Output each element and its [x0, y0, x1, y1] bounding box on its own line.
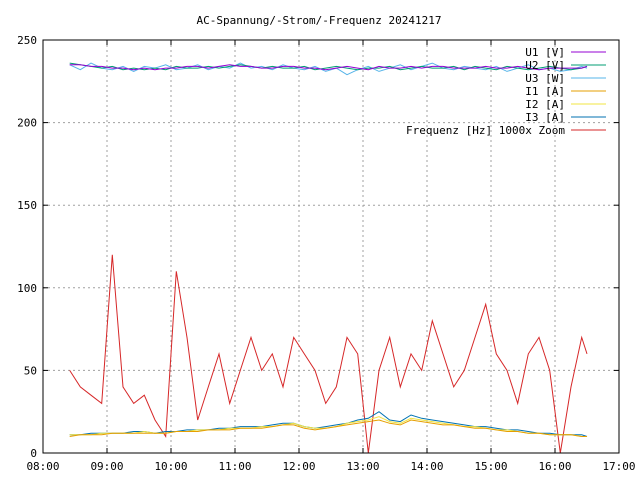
legend-label: U2 [V]	[525, 59, 565, 72]
x-tick-label: 13:00	[346, 460, 379, 473]
legend-label: Frequenz [Hz] 1000x Zoom	[406, 124, 565, 137]
chart-title: AC-Spannung/-Strom/-Frequenz 20241217	[196, 14, 441, 27]
y-tick-label: 100	[17, 282, 37, 295]
series-line-u1-v	[69, 64, 588, 71]
y-tick-label: 200	[17, 117, 37, 130]
grid	[43, 40, 619, 453]
x-tick-label: 17:00	[602, 460, 635, 473]
plot-frame	[42, 39, 620, 454]
legend-label: I3 [A]	[525, 111, 565, 124]
y-tick-label: 250	[17, 34, 37, 47]
legend-label: I1 [A]	[525, 85, 565, 98]
series-line-u2-v	[69, 62, 588, 71]
series-layer	[69, 62, 588, 454]
y-tick-label: 0	[30, 447, 37, 460]
x-tick-label: 08:00	[26, 460, 59, 473]
legend-label: U1 [V]	[525, 46, 565, 59]
x-tick-label: 15:00	[474, 460, 507, 473]
x-tick-label: 12:00	[282, 460, 315, 473]
y-tick-label: 50	[24, 364, 37, 377]
legend-label: I2 [A]	[525, 98, 565, 111]
legend-label: U3 [W]	[525, 72, 565, 85]
y-tick-label: 150	[17, 199, 37, 212]
x-tick-label: 10:00	[154, 460, 187, 473]
x-tick-label: 14:00	[410, 460, 443, 473]
axes: 08:00 09:00 10:00 11:00 12:00 13:00 14:00 15:00…	[17, 34, 635, 473]
x-tick-label: 16:00	[538, 460, 571, 473]
series-line-u3-w	[69, 62, 588, 76]
series-line-frequenz-hz-1000x-zoom	[69, 254, 588, 454]
series-line-i1-a	[69, 419, 587, 437]
x-tick-label: 11:00	[218, 460, 251, 473]
legend: U1 [V]U2 [V]U3 [W]I1 [A]I2 [A]I3 [A]Freq…	[406, 46, 606, 137]
x-tick-label: 09:00	[90, 460, 123, 473]
